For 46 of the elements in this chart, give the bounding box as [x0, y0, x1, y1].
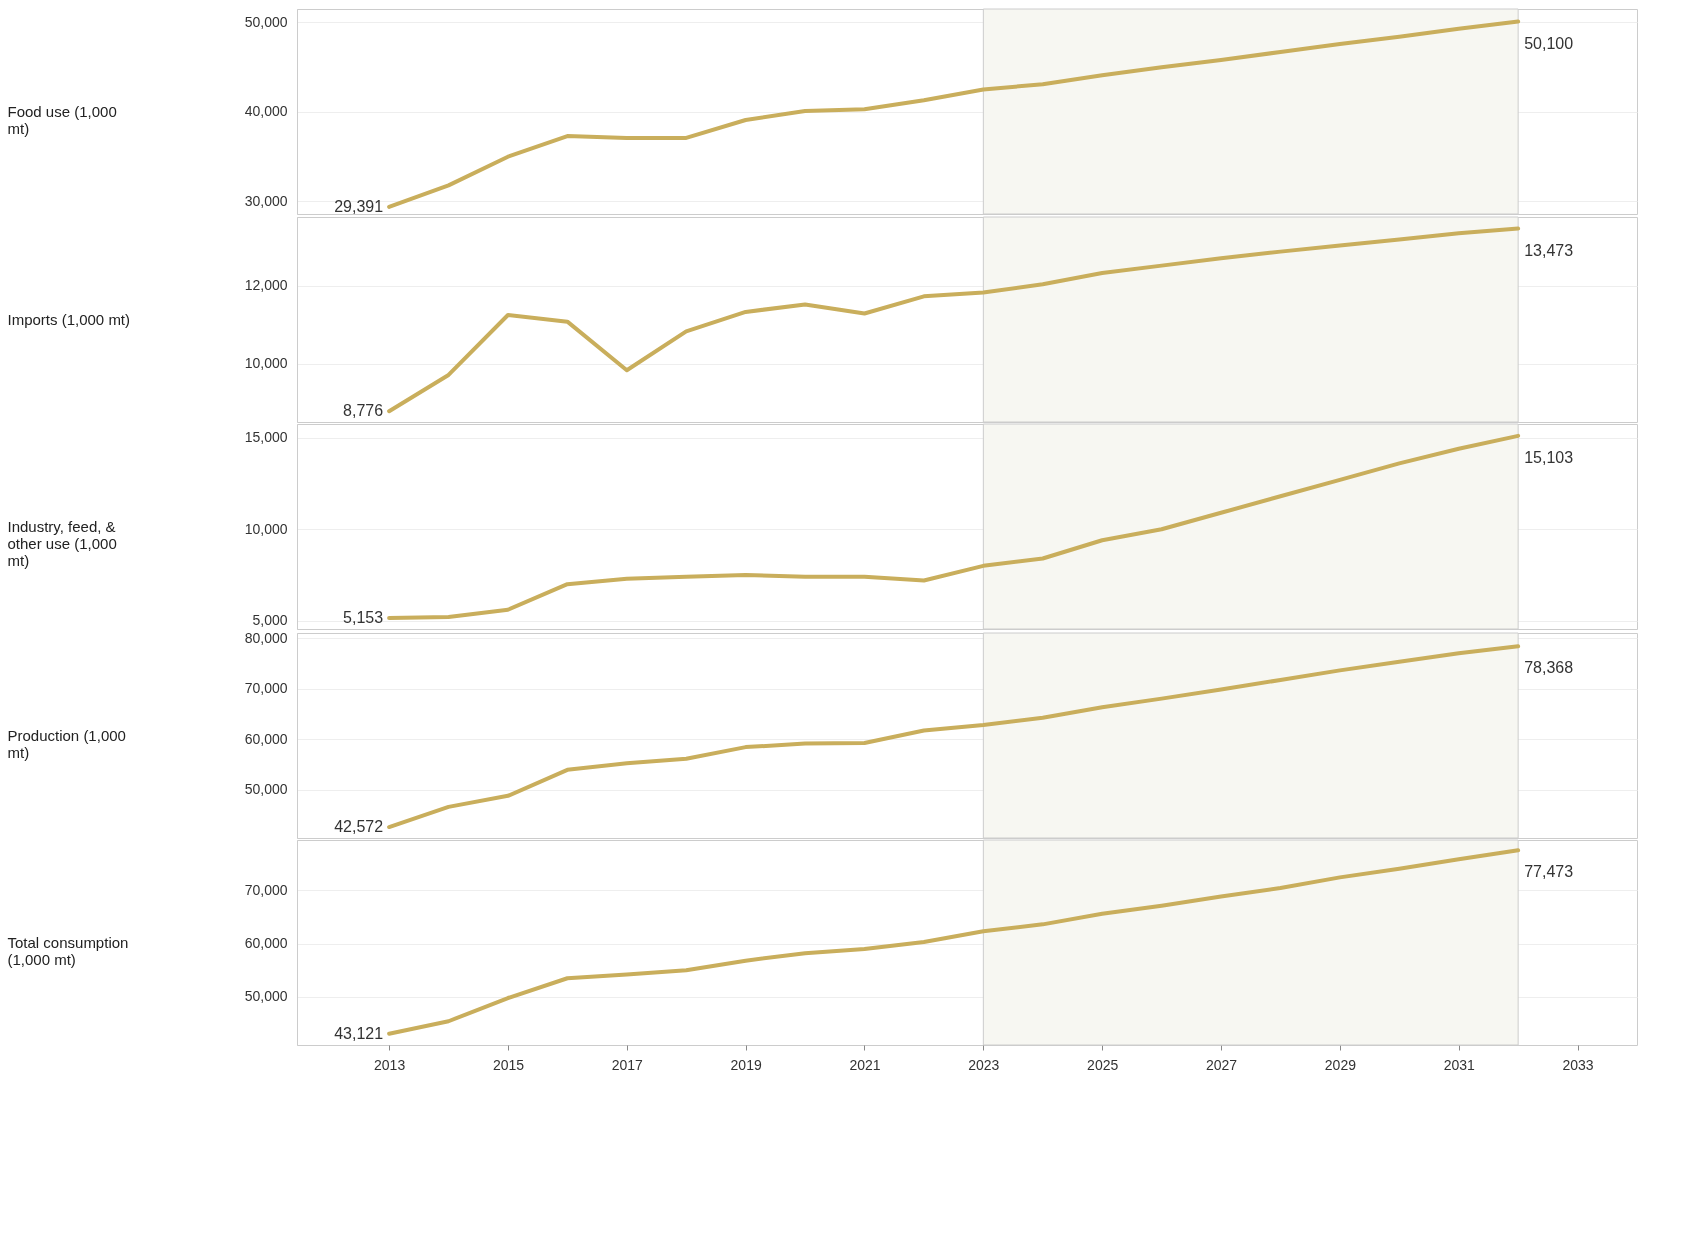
- data-label: 13,473: [1524, 241, 1574, 259]
- y-axis-title: Imports (1,000 mt): [7, 311, 131, 328]
- x-tick-label: 2031: [1443, 1056, 1476, 1073]
- y-tick-label: 50,000: [244, 988, 288, 1005]
- line-series: [387, 644, 1521, 830]
- y-axis-title: Total consumption (1,000 mt): [7, 934, 129, 968]
- data-label: 15,103: [1524, 448, 1574, 466]
- y-tick-label: 10,000: [244, 355, 288, 372]
- x-tick-label: 2017: [611, 1056, 644, 1073]
- line-series: [387, 848, 1521, 1036]
- line-series: [387, 19, 1521, 209]
- line-series: [387, 226, 1521, 414]
- y-tick-label: 60,000: [244, 935, 288, 952]
- x-tick-label: 2013: [374, 1056, 406, 1073]
- y-tick-label: 40,000: [244, 103, 288, 120]
- data-label: 5,153: [343, 608, 384, 626]
- line-series: [387, 433, 1521, 620]
- data-label: 29,391: [334, 197, 384, 215]
- data-label: 42,572: [334, 818, 384, 836]
- y-tick-label: 30,000: [244, 192, 288, 209]
- data-label: 43,121: [334, 1024, 384, 1042]
- x-tick-label: 2027: [1205, 1056, 1238, 1073]
- y-tick-label: 5,000: [252, 612, 288, 629]
- x-tick-label: 2033: [1562, 1056, 1594, 1073]
- data-label: 50,100: [1524, 34, 1574, 52]
- x-tick-label: 2029: [1324, 1056, 1357, 1073]
- data-label: 77,473: [1524, 863, 1574, 881]
- x-tick-label: 2023: [968, 1056, 1000, 1073]
- y-tick-label: 12,000: [244, 277, 288, 294]
- x-tick-label: 2015: [492, 1056, 525, 1073]
- y-tick-label: 10,000: [244, 520, 288, 537]
- y-axis-title: Production (1,000 mt): [7, 727, 126, 761]
- x-tick-label: 2019: [730, 1056, 762, 1073]
- y-tick-label: 70,000: [244, 881, 288, 898]
- data-label: 78,368: [1524, 659, 1574, 677]
- y-tick-label: 15,000: [244, 429, 288, 446]
- x-tick-label: 2021: [849, 1056, 881, 1073]
- y-tick-label: 50,000: [244, 781, 288, 798]
- x-tick-label: 2025: [1087, 1056, 1119, 1073]
- y-axis-title: Industry, feed, & other use (1,000 mt): [7, 518, 117, 569]
- y-tick-label: 70,000: [244, 680, 288, 697]
- y-axis-title: Food use (1,000 mt): [7, 103, 117, 137]
- y-tick-label: 60,000: [244, 730, 288, 747]
- data-label: 8,776: [343, 402, 384, 420]
- y-tick-label: 50,000: [244, 13, 288, 30]
- y-tick-label: 80,000: [244, 629, 288, 646]
